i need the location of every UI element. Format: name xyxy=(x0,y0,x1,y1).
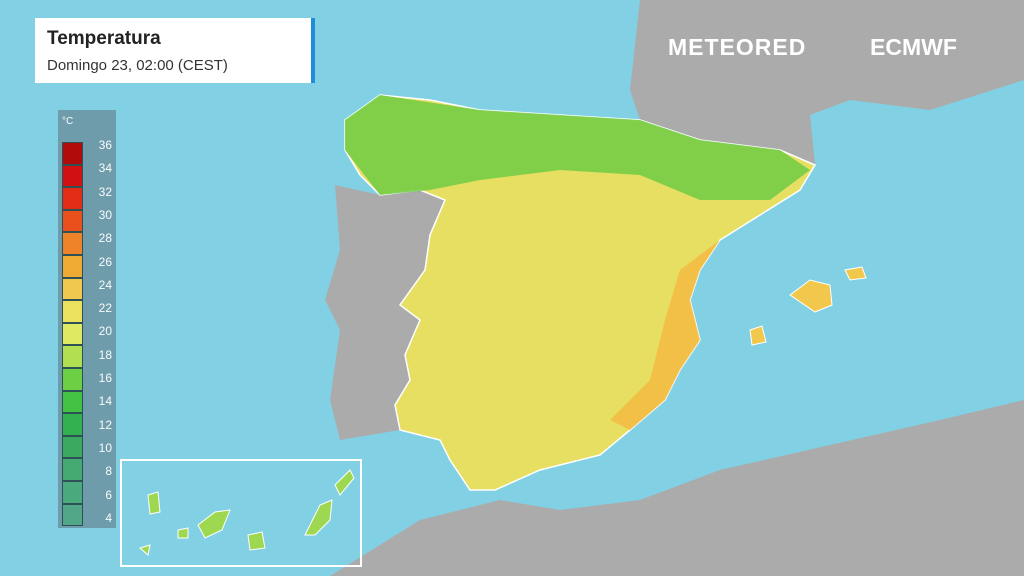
legend-label: 10 xyxy=(98,440,112,455)
legend-label: 34 xyxy=(98,161,112,176)
model-logo: ECMWF xyxy=(870,34,957,60)
legend-swatch xyxy=(62,277,83,301)
africa xyxy=(330,400,1024,576)
portugal xyxy=(325,185,445,440)
legend-label: 6 xyxy=(105,487,112,502)
legend-label: 26 xyxy=(98,254,112,269)
legend-unit: °C xyxy=(62,116,74,127)
legend-swatch xyxy=(62,368,83,391)
legend-swatch xyxy=(62,345,83,368)
legend-swatch xyxy=(62,255,83,278)
legend-swatch xyxy=(62,481,83,504)
canary-inset xyxy=(120,459,362,567)
north-green xyxy=(345,95,810,200)
legend-swatch xyxy=(62,142,83,165)
legend-swatch xyxy=(62,209,83,233)
legend-swatch xyxy=(62,503,83,527)
legend-label: 24 xyxy=(98,277,112,292)
balearics xyxy=(749,266,867,346)
legend-swatch xyxy=(62,232,83,255)
legend: °C 36 34 32 30 28 26 24 22 20 18 16 14 12 10 8 6 4 xyxy=(58,110,116,528)
legend-label: 30 xyxy=(98,207,112,222)
legend-swatch xyxy=(62,187,83,210)
legend-swatch xyxy=(62,322,83,346)
legend-label: 32 xyxy=(98,184,112,199)
legend-label: 20 xyxy=(98,324,112,339)
legend-swatch xyxy=(62,300,83,323)
legend-label: 12 xyxy=(98,417,112,432)
east-orange xyxy=(610,240,720,430)
legend-label: 4 xyxy=(105,510,112,525)
canary-islands xyxy=(138,469,355,556)
france xyxy=(630,0,1024,165)
title-box: Temperatura Domingo 23, 02:00 (CEST) xyxy=(35,18,315,83)
legend-swatch xyxy=(62,390,83,414)
legend-label: 8 xyxy=(105,464,112,479)
legend-label: 28 xyxy=(98,231,112,246)
provider-logo: METEORED xyxy=(668,34,807,60)
subtitle: Domingo 23, 02:00 (CEST) xyxy=(47,57,228,74)
legend-swatch xyxy=(62,413,83,436)
legend-label: 18 xyxy=(98,347,112,362)
legend-swatch xyxy=(62,458,83,481)
legend-label: 16 xyxy=(98,371,112,385)
legend-label: 14 xyxy=(98,394,112,409)
title: Temperatura xyxy=(47,28,161,49)
legend-swatch xyxy=(62,164,83,188)
legend-label: 22 xyxy=(98,301,112,316)
legend-swatch xyxy=(62,435,83,459)
legend-label: 36 xyxy=(98,138,112,152)
